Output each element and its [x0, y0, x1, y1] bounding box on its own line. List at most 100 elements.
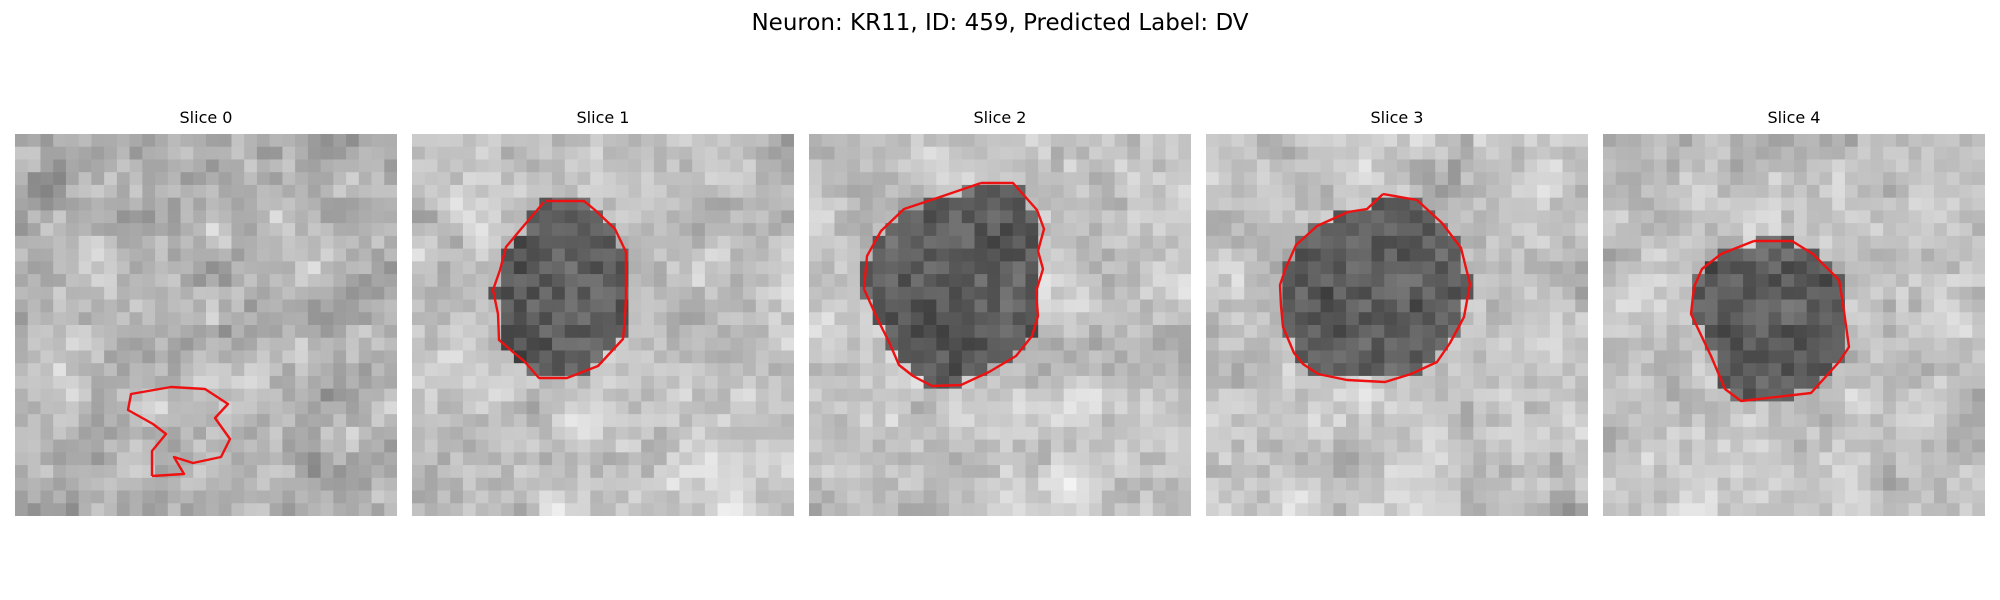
image-pixel	[1628, 325, 1642, 339]
image-pixel	[256, 235, 271, 250]
image-pixel	[1537, 184, 1551, 199]
image-pixel	[1575, 325, 1588, 339]
image-pixel	[1012, 197, 1027, 211]
image-pixel	[1743, 248, 1757, 262]
image-pixel	[1165, 286, 1179, 301]
image-pixel	[1959, 350, 1973, 364]
image-pixel	[155, 274, 169, 288]
image-pixel	[371, 414, 385, 428]
image-pixel	[15, 337, 29, 352]
image-pixel	[1498, 312, 1513, 326]
image-pixel	[1218, 274, 1233, 288]
image-pixel	[437, 388, 451, 402]
image-pixel	[692, 172, 706, 186]
image-pixel	[755, 312, 770, 326]
image-pixel	[1524, 146, 1538, 161]
image-pixel	[104, 439, 118, 453]
image-pixel	[142, 325, 156, 339]
image-pixel	[1358, 146, 1373, 161]
image-pixel	[256, 299, 271, 313]
neuron-contour-0	[126, 385, 232, 478]
image-pixel	[1549, 146, 1564, 161]
image-pixel	[949, 248, 963, 262]
image-pixel	[231, 375, 245, 390]
image-pixel	[936, 337, 950, 352]
image-pixel	[1447, 312, 1462, 326]
image-pixel	[475, 134, 489, 148]
image-pixel	[1397, 452, 1411, 466]
image-pixel	[1486, 503, 1500, 516]
image-pixel	[755, 503, 770, 516]
image-pixel	[1178, 299, 1191, 313]
image-pixel	[1908, 223, 1922, 237]
image-pixel	[1603, 375, 1617, 390]
image-pixel	[320, 375, 334, 390]
image-pixel	[1025, 439, 1039, 453]
image-pixel	[1473, 337, 1487, 352]
image-pixel	[320, 350, 334, 364]
image-pixel	[218, 299, 233, 313]
image-pixel	[1615, 223, 1630, 237]
image-pixel	[1397, 274, 1411, 288]
image-pixel	[885, 375, 899, 390]
image-pixel	[244, 350, 258, 364]
image-pixel	[1679, 235, 1693, 250]
image-pixel	[1934, 388, 1948, 402]
image-pixel	[743, 299, 757, 313]
image-pixel	[923, 439, 937, 453]
image-pixel	[1089, 299, 1103, 313]
image-pixel	[78, 223, 92, 237]
image-pixel	[1704, 465, 1719, 479]
image-pixel	[1921, 465, 1935, 479]
image-pixel	[1063, 401, 1077, 415]
image-pixel	[526, 159, 540, 173]
image-pixel	[1603, 363, 1617, 377]
image-pixel	[27, 363, 42, 377]
image-pixel	[1320, 134, 1334, 148]
image-pixel	[40, 414, 54, 428]
image-pixel	[1447, 286, 1462, 301]
image-pixel	[1692, 375, 1706, 390]
image-pixel	[1549, 223, 1564, 237]
image-pixel	[590, 172, 604, 186]
image-pixel	[424, 490, 439, 504]
image-pixel	[1038, 286, 1052, 301]
image-pixel	[666, 465, 680, 479]
image-pixel	[1114, 312, 1128, 326]
image-pixel	[1511, 325, 1525, 339]
image-pixel	[358, 414, 373, 428]
image-pixel	[1692, 388, 1706, 402]
image-pixel	[768, 159, 782, 173]
image-pixel	[1256, 223, 1271, 237]
image-pixel	[1883, 159, 1897, 173]
image-pixel	[552, 490, 566, 504]
image-pixel	[755, 490, 770, 504]
image-pixel	[1895, 465, 1910, 479]
image-pixel	[1218, 325, 1233, 339]
image-pixel	[768, 146, 782, 161]
image-pixel	[129, 197, 143, 211]
image-pixel	[333, 159, 347, 173]
image-pixel	[333, 350, 347, 364]
image-pixel	[1537, 312, 1551, 326]
image-pixel	[1256, 172, 1271, 186]
image-pixel	[1333, 452, 1347, 466]
image-pixel	[936, 134, 950, 148]
image-pixel	[1295, 388, 1309, 402]
image-pixel	[307, 465, 322, 479]
image-pixel	[1486, 184, 1500, 199]
image-pixel	[1794, 184, 1808, 199]
image-pixel	[320, 388, 334, 402]
image-pixel	[1603, 197, 1617, 211]
image-pixel	[1692, 299, 1706, 313]
image-pixel	[1000, 159, 1014, 173]
image-pixel	[1320, 477, 1334, 492]
image-pixel	[1333, 248, 1347, 262]
image-pixel	[1562, 465, 1576, 479]
image-pixel	[1524, 299, 1538, 313]
image-pixel	[1089, 414, 1103, 428]
image-pixel	[1704, 184, 1719, 199]
image-pixel	[1806, 375, 1821, 390]
image-pixel	[1140, 274, 1154, 288]
image-pixel	[1178, 172, 1191, 186]
